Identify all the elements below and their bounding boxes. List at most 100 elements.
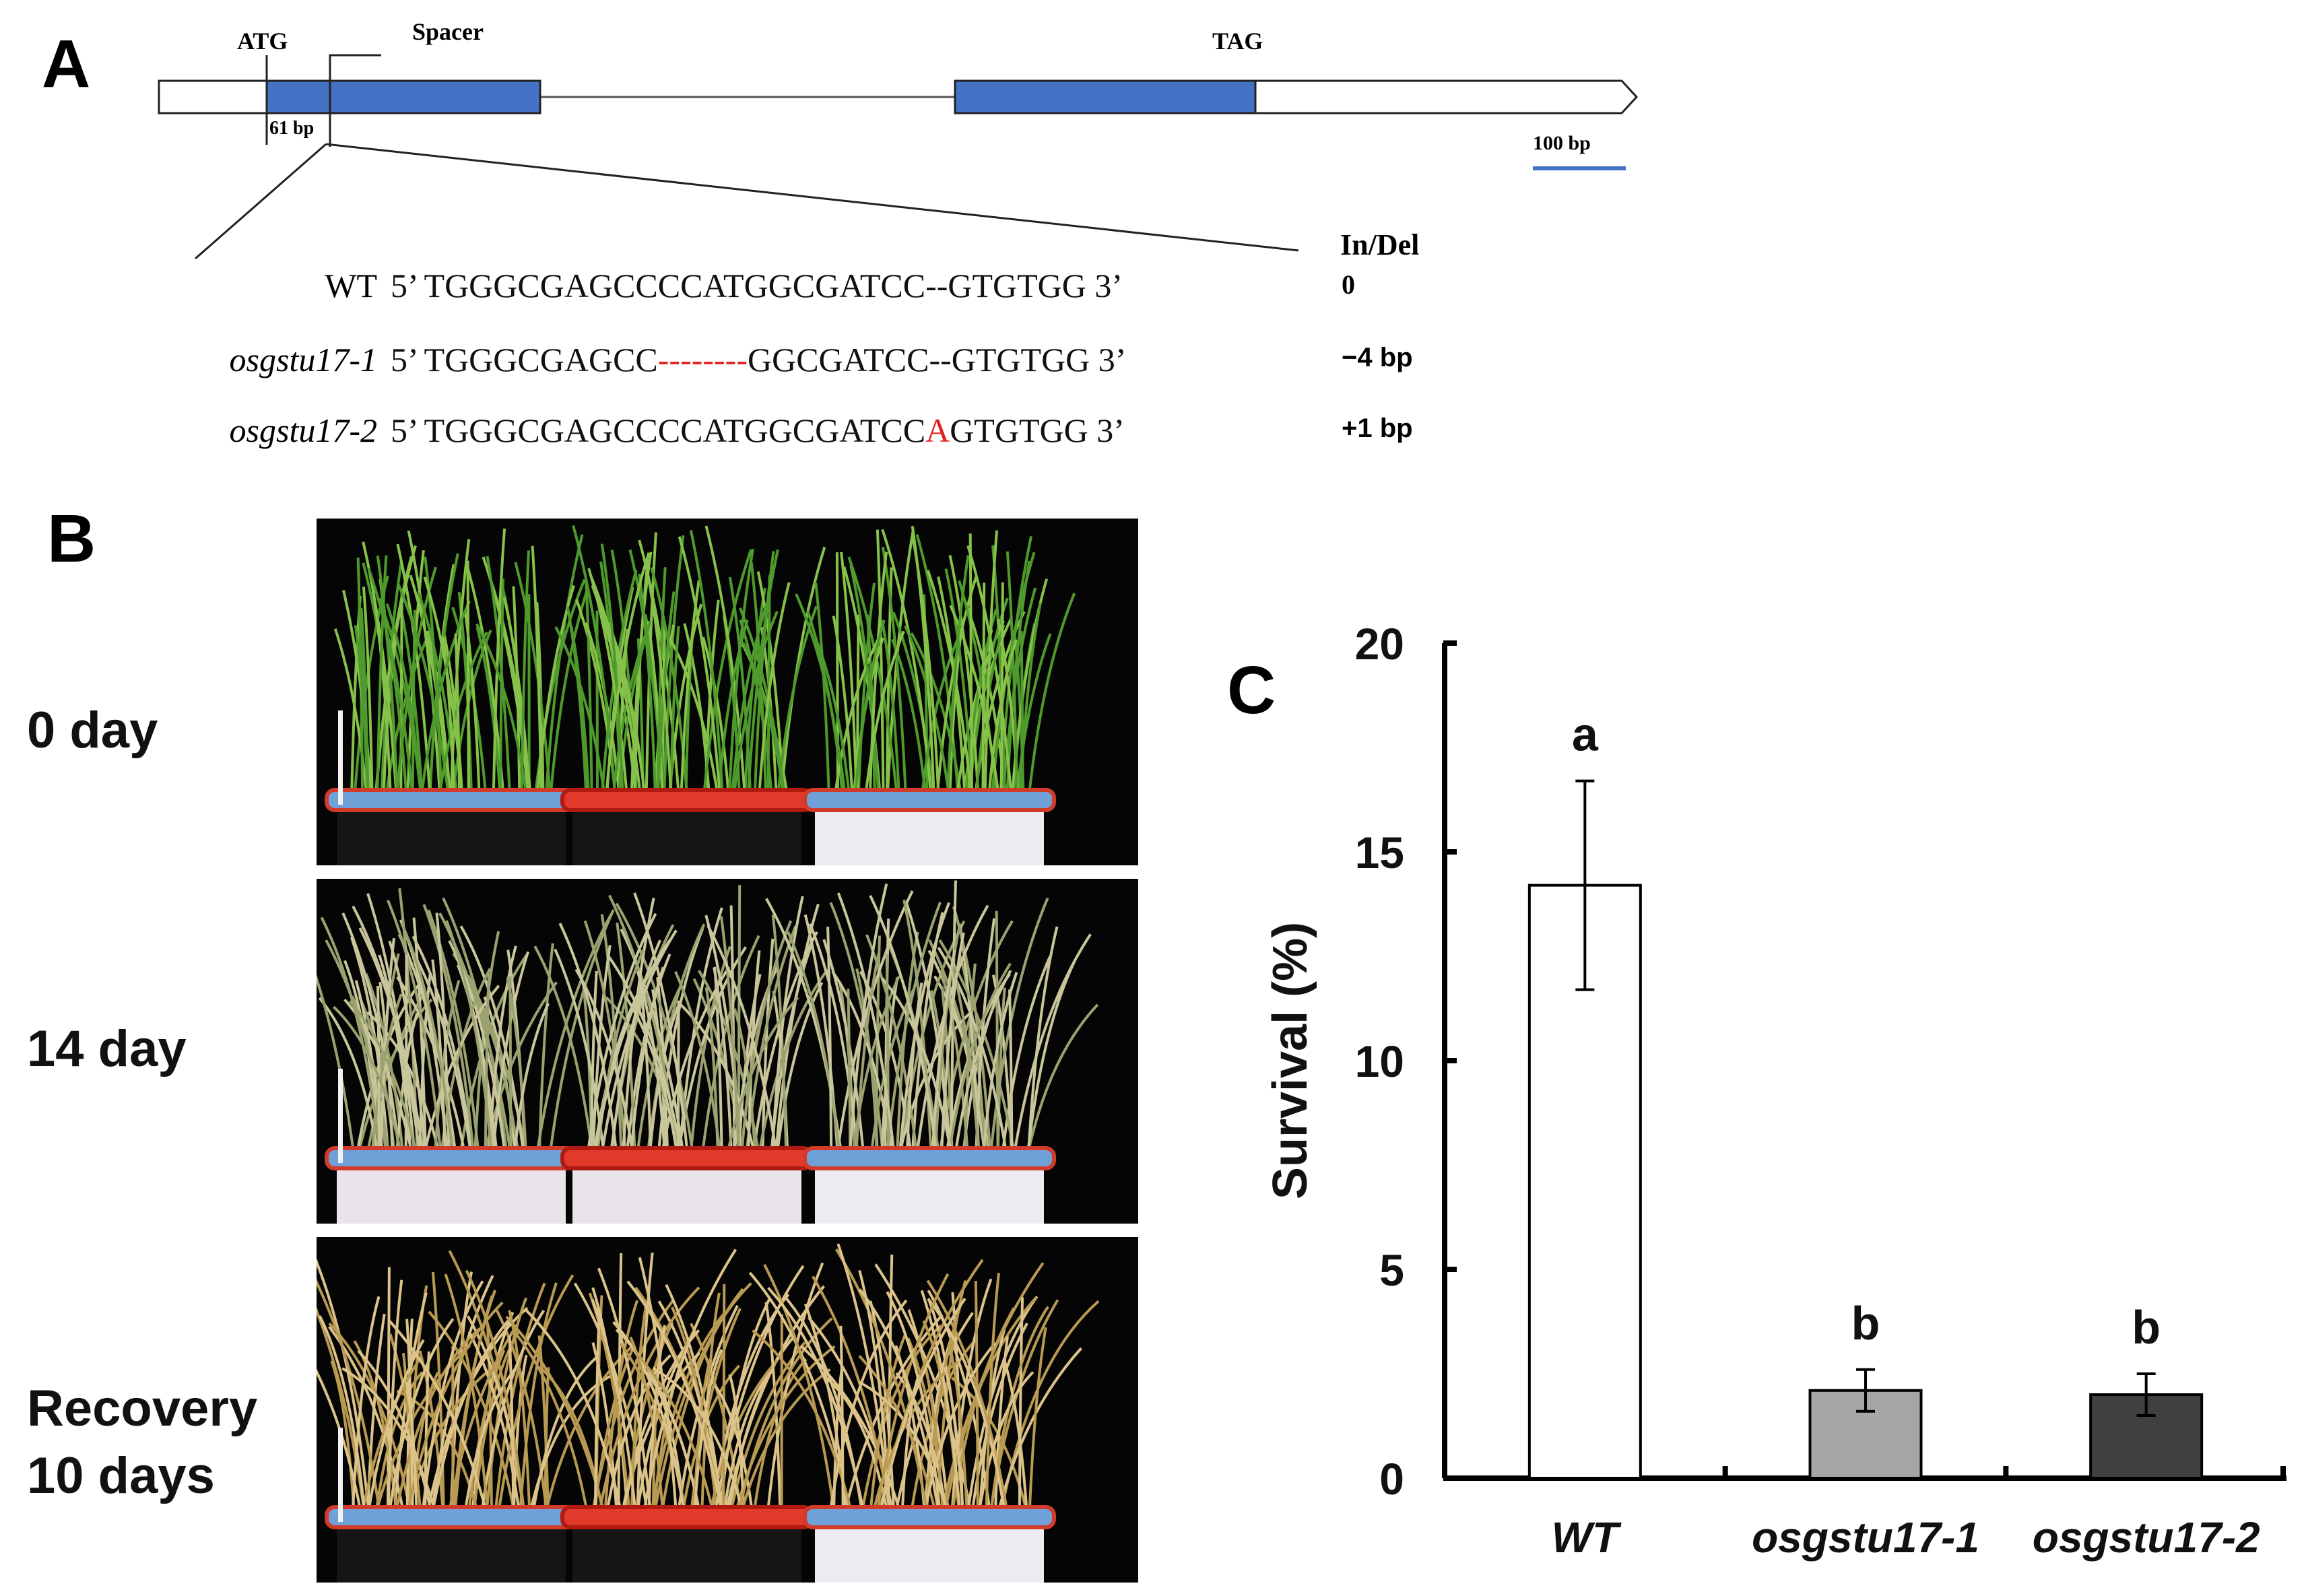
grass-blade [847,989,852,1157]
grass-blade [775,982,824,1157]
grass-blade [704,525,747,799]
pot-rim [803,1505,1056,1529]
grass-blade [514,562,552,799]
grass-blade [722,1368,775,1516]
grass-blade [900,1374,921,1516]
grass-blade [591,1298,637,1516]
pot-rim [560,1505,814,1529]
grass-blade [989,897,1049,1157]
grass-blade [597,1267,653,1516]
grass-blade [615,902,695,1157]
grass-blade [538,1366,605,1516]
row-label-line: 14 day [27,1020,187,1077]
grass-blade [983,530,999,799]
grass-blade [387,1279,403,1516]
grass-blade [989,1306,1049,1516]
grass-blade [317,974,356,1157]
grass-blade [607,622,647,799]
grass-blade [875,1273,950,1516]
grass-blade [977,1371,1034,1516]
y-tick-label: 15 [1355,828,1404,877]
row-label-recovery: Recovery 10 days [27,1375,257,1510]
grass-blade [400,922,455,1157]
grass-blade [968,533,973,799]
grass-blade [387,900,442,1157]
grass-blade [676,1000,680,1157]
grass-blade [411,609,416,799]
grass-blade [463,1368,517,1516]
grass-blade [975,918,996,1157]
grass-blade [467,1350,506,1516]
grass-blade [600,543,624,799]
grass-blade [1001,956,1051,1157]
grass-blade [826,927,833,1157]
grass-blade [892,611,935,799]
grass-blade [787,931,841,1157]
grass-blade [1027,593,1076,799]
grass-blade [999,582,1004,799]
grass-blade [904,902,952,1157]
grass-blade [325,939,391,1157]
grass-blade [591,945,612,1157]
grass-blade [940,969,969,1157]
grass-blade [473,931,500,1157]
grass-blade [828,1299,908,1516]
grass-blade [360,607,370,799]
x-tick-label: osgstu17-2 [2033,1513,2260,1562]
grass-blade [424,556,443,799]
grass-blade [318,1315,366,1516]
grass-blade [610,939,662,1157]
grass-blade [829,902,885,1157]
grass-blade [636,1354,715,1516]
grass-blade [341,1367,438,1516]
grass-blade [843,1314,944,1516]
grass-blade [783,1294,864,1516]
grass-blade [317,1306,366,1516]
grass-blade [597,1286,700,1516]
significance-label: a [1572,708,1599,761]
grass-blade [572,525,617,799]
grass-blade [987,639,1018,799]
sequence-row: osgstu17-1 5’ TGGGCGAGCC--------GGCGATCC-… [0,340,1482,387]
grass-blade [981,583,986,799]
grass-blade [729,905,736,1157]
grass-blade [689,529,725,799]
grass-blade [730,595,771,799]
grass-blade [700,935,760,1157]
grass-blade [857,583,876,799]
grass-blade [604,552,651,799]
grass-blade [387,1319,489,1516]
grass-blade [1018,603,1042,799]
grass-blade [422,904,475,1157]
significance-label: b [1851,1297,1880,1350]
grass-blade [851,975,900,1157]
grass-blade [702,549,752,799]
grass-blade [492,528,506,799]
grass-blade [317,1368,363,1516]
grass-blade [836,892,896,1157]
grass-blade [946,555,970,799]
grass-blade [832,616,854,799]
grass-blade [943,1366,965,1516]
grass-blade [1028,1327,1047,1516]
grass-blade [763,1263,836,1516]
grass-blade [595,610,599,799]
grass-blade [911,539,940,799]
grass-blade [692,1349,723,1516]
grass-blade [737,885,742,1157]
pot-rim [325,1146,578,1170]
zoom-line-right [325,143,1299,252]
grass-blade [366,1339,425,1516]
grass-blade [993,1336,1009,1516]
grass-blade [652,1366,745,1516]
atg-label: ATG [237,28,288,55]
grass-blade [847,556,899,799]
grass-blade [1026,961,1076,1157]
grass-blade [869,1333,907,1516]
grass-blade [858,1288,941,1516]
scale-bar [338,1069,343,1163]
grass-blade [770,896,804,1157]
grass-blade [378,981,394,1157]
sequence-fragment: GGCGATCC--GTGTGG 3’ [747,341,1127,378]
grass-blade [370,993,403,1157]
